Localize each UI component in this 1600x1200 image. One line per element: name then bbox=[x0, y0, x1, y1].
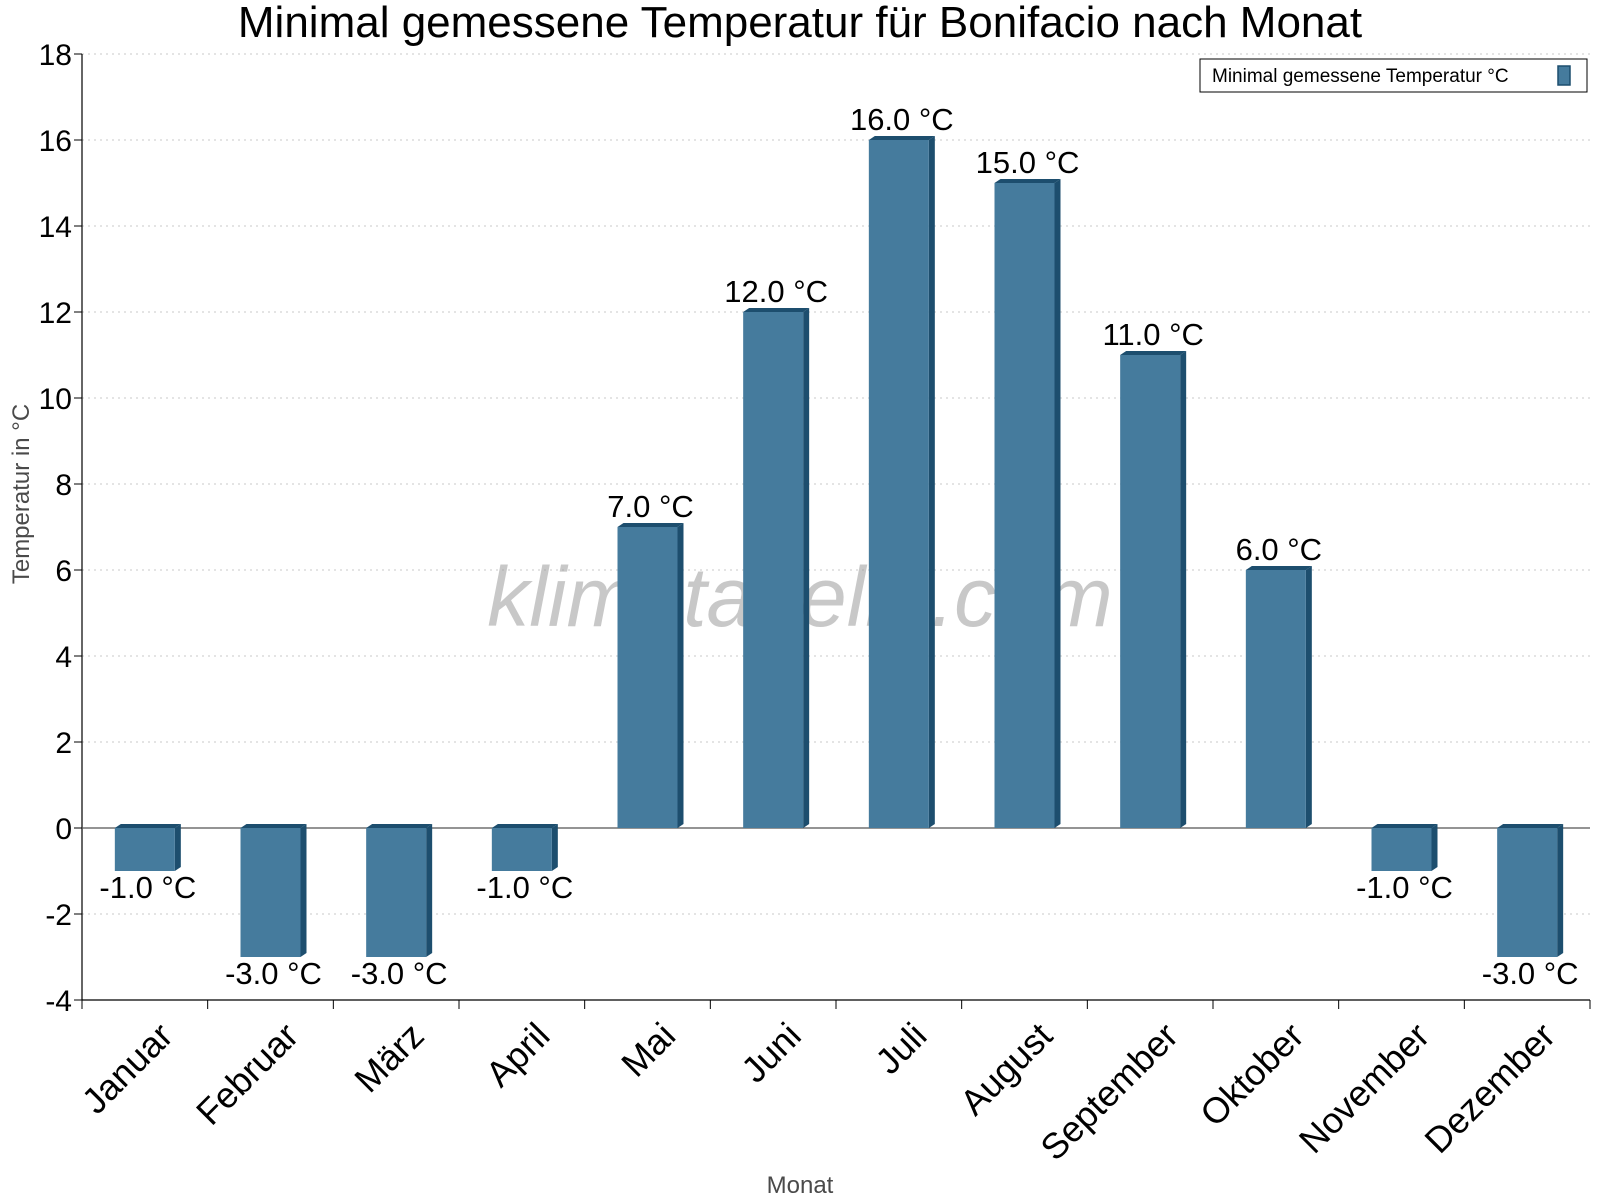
grid-lines bbox=[82, 53, 1590, 1001]
bar bbox=[240, 824, 307, 957]
bar-front-face bbox=[1371, 828, 1432, 871]
bar bbox=[868, 136, 935, 828]
y-tick-label: 0 bbox=[55, 813, 72, 846]
x-tick-label: März bbox=[346, 1015, 432, 1101]
bar-front-face bbox=[114, 828, 175, 871]
bar bbox=[994, 179, 1061, 828]
bar-side-face bbox=[174, 824, 181, 871]
x-tick-label: April bbox=[478, 1015, 558, 1095]
y-tick-label: 2 bbox=[55, 727, 72, 760]
bar-top-face bbox=[994, 179, 1061, 183]
bar-side-face bbox=[1180, 351, 1187, 828]
legend-box bbox=[1199, 58, 1588, 93]
y-tick-label: 14 bbox=[39, 211, 72, 244]
data-label: 11.0 °C bbox=[1102, 317, 1203, 352]
bar-top-face bbox=[1120, 351, 1187, 355]
bar bbox=[1371, 824, 1438, 871]
y-tick-label: 18 bbox=[39, 39, 72, 72]
data-label: -3.0 °C bbox=[225, 956, 322, 991]
bar-top-face bbox=[114, 824, 181, 828]
bar-front-face bbox=[994, 183, 1055, 828]
data-label: -1.0 °C bbox=[476, 870, 573, 905]
bar-top-face bbox=[617, 523, 684, 527]
data-label: 12.0 °C bbox=[724, 274, 828, 309]
bar-top-face bbox=[366, 824, 433, 828]
data-label: -3.0 °C bbox=[351, 956, 448, 991]
bar bbox=[366, 824, 433, 957]
bar-side-face bbox=[803, 308, 810, 828]
data-label: -1.0 °C bbox=[1356, 870, 1453, 905]
bar-front-face bbox=[1497, 828, 1558, 957]
bar bbox=[1497, 824, 1564, 957]
x-tick-label: September bbox=[1032, 1015, 1186, 1169]
legend-label: Minimal gemessene Temperatur °C bbox=[1212, 66, 1509, 87]
bar bbox=[743, 308, 810, 828]
bar-side-face bbox=[677, 523, 684, 828]
bar-side-face bbox=[1305, 566, 1312, 828]
bar-front-face bbox=[868, 140, 929, 828]
bar-side-face bbox=[928, 136, 935, 828]
y-tick-label: 12 bbox=[39, 297, 72, 330]
bar bbox=[491, 824, 558, 871]
bar-side-face bbox=[300, 824, 307, 957]
bars bbox=[114, 136, 1564, 957]
bar-front-face bbox=[491, 828, 552, 871]
x-tick-label: August bbox=[952, 1015, 1060, 1123]
bar-side-face bbox=[1431, 824, 1438, 871]
bar-top-face bbox=[1371, 824, 1438, 828]
data-label: 16.0 °C bbox=[850, 102, 954, 137]
y-tick-label: 16 bbox=[39, 125, 72, 158]
x-tick-label: November bbox=[1291, 1015, 1437, 1161]
bar-front-face bbox=[743, 312, 804, 828]
x-tick-label: Juli bbox=[867, 1015, 934, 1082]
bar bbox=[1245, 566, 1312, 828]
x-tick-label: Januar bbox=[74, 1015, 181, 1122]
data-label: -3.0 °C bbox=[1482, 956, 1579, 991]
bar-top-face bbox=[1497, 824, 1564, 828]
bar-front-face bbox=[240, 828, 301, 957]
bar-side-face bbox=[1557, 824, 1564, 957]
bar-top-face bbox=[240, 824, 307, 828]
bar-front-face bbox=[1245, 570, 1306, 828]
chart-title: Minimal gemessene Temperatur für Bonifac… bbox=[238, 0, 1362, 47]
data-label: 7.0 °C bbox=[607, 489, 694, 524]
bar-side-face bbox=[551, 824, 558, 871]
y-tick-label: 10 bbox=[39, 383, 72, 416]
x-tick-label: Februar bbox=[188, 1015, 306, 1133]
x-tick-label: Mai bbox=[613, 1015, 683, 1085]
x-tick-label: Dezember bbox=[1416, 1015, 1562, 1161]
bar-top-face bbox=[1245, 566, 1312, 570]
y-tick-label: -4 bbox=[45, 985, 72, 1018]
data-label: 6.0 °C bbox=[1236, 532, 1323, 567]
bar-front-face bbox=[617, 527, 678, 828]
x-tick-label: Juni bbox=[733, 1015, 809, 1091]
y-tick-label: -2 bbox=[45, 899, 72, 932]
y-tick-label: 8 bbox=[55, 469, 72, 502]
axes bbox=[74, 53, 1591, 1009]
bar bbox=[617, 523, 684, 828]
bar-top-face bbox=[743, 308, 810, 312]
y-axis-title: Temperatur in °C bbox=[8, 404, 35, 584]
bar-front-face bbox=[1120, 355, 1181, 828]
bar-front-face bbox=[366, 828, 427, 957]
bar-top-face bbox=[491, 824, 558, 828]
data-label: 15.0 °C bbox=[976, 145, 1080, 180]
bar-side-face bbox=[1054, 179, 1061, 828]
x-axis-title: Monat bbox=[767, 1172, 834, 1199]
bar bbox=[114, 824, 181, 871]
y-tick-label: 4 bbox=[55, 641, 72, 674]
bar bbox=[1120, 351, 1187, 828]
bar-top-face bbox=[868, 136, 935, 140]
data-labels: -1.0 °C -3.0 °C -3.0 °C -1.0 °C 7.0 °C 12.0 °… bbox=[99, 102, 1578, 991]
legend-swatch bbox=[1557, 65, 1571, 86]
data-label: -1.0 °C bbox=[99, 870, 196, 905]
legend: Minimal gemessene Temperatur °C bbox=[1199, 58, 1588, 93]
x-tick-label: Oktober bbox=[1192, 1015, 1312, 1135]
y-tick-label: 6 bbox=[55, 555, 72, 588]
bar-side-face bbox=[426, 824, 433, 957]
